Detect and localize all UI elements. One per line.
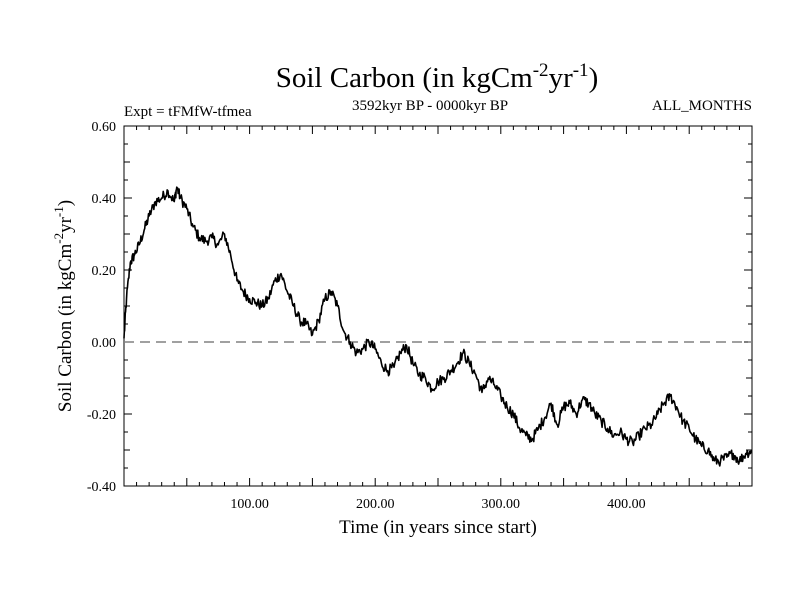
y-tick-labels: -0.40 -0.20 0.00 0.20 0.40 0.60 bbox=[87, 120, 116, 495]
y-tick-label: 0.00 bbox=[92, 336, 117, 351]
time-range-label: 3592kyr BP - 0000kyr BP bbox=[352, 98, 508, 114]
axis-ticks bbox=[124, 126, 752, 486]
x-tick-label: 100.00 bbox=[230, 497, 269, 512]
y-tick-label: 0.40 bbox=[92, 192, 117, 207]
y-tick-label: -0.40 bbox=[87, 480, 116, 495]
x-axis-label: Time (in years since start) bbox=[339, 517, 537, 538]
y-axis-label: Soil Carbon (in kgCm-2yr-1) bbox=[51, 200, 76, 412]
chart-title: Soil Carbon (in kgCm-2yr-1) bbox=[276, 60, 598, 94]
months-label: ALL_MONTHS bbox=[652, 98, 752, 114]
x-tick-label: 400.00 bbox=[607, 497, 646, 512]
y-tick-label: 0.60 bbox=[92, 120, 117, 135]
plot-frame bbox=[123, 125, 753, 487]
y-tick-label: -0.20 bbox=[87, 408, 116, 423]
y-tick-label: 0.20 bbox=[92, 264, 117, 279]
x-tick-labels: 100.00 200.00 300.00 400.00 bbox=[230, 497, 645, 512]
soil-carbon-line bbox=[123, 186, 753, 467]
x-tick-label: 300.00 bbox=[482, 497, 521, 512]
x-tick-label: 200.00 bbox=[356, 497, 395, 512]
experiment-label: Expt = tFMfW-tfmea bbox=[124, 104, 252, 120]
